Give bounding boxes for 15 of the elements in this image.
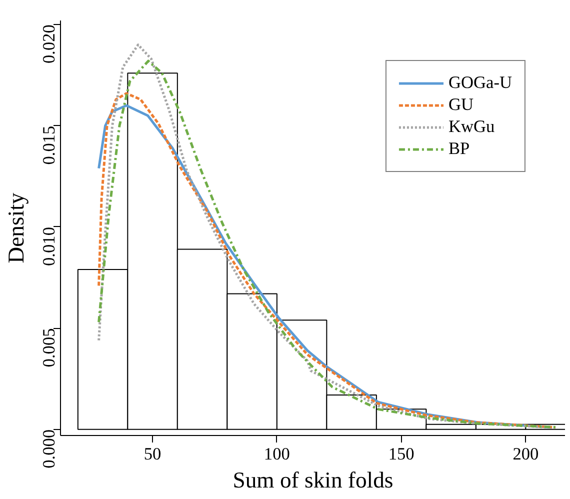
y-tick-label: 0.000 [40, 429, 58, 468]
x-tick-label: 150 [388, 444, 414, 464]
legend-label: KwGu [448, 117, 495, 137]
legend-label: BP [448, 139, 470, 159]
y-tick-label: 0.015 [40, 126, 58, 165]
x-tick-label: 50 [144, 444, 162, 464]
x-tick-label: 100 [264, 444, 290, 464]
legend-label: GOGa-U [448, 73, 512, 93]
y-tick-label: 0.005 [40, 328, 58, 368]
legend-label: GU [448, 95, 474, 115]
y-tick-label: 0.020 [40, 24, 58, 64]
x-tick-label: 200 [512, 444, 539, 464]
y-axis-title: Density [4, 192, 28, 264]
x-axis-title: Sum of skin folds [232, 468, 394, 492]
y-tick-label: 0.010 [40, 226, 58, 266]
